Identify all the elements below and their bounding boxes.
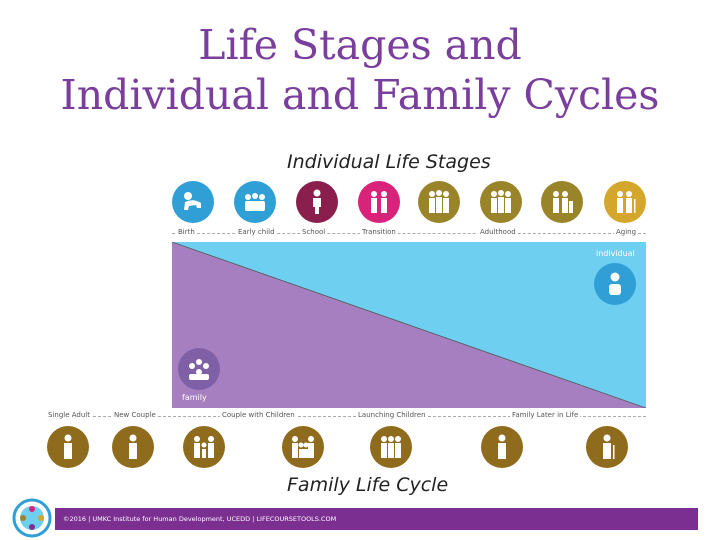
individual-timeline-line: [172, 233, 646, 234]
family-area-label: family: [182, 393, 207, 402]
family-label-launching-children: Launching Children: [356, 411, 428, 419]
individual-area-label: individual: [596, 249, 635, 258]
diagonal-divider: [172, 242, 646, 408]
school-stage-icon: [296, 181, 338, 223]
family-timeline-line: [48, 416, 646, 417]
family-life-cycle-heading: Family Life Cycle: [287, 474, 449, 496]
adults-group-icon: [491, 190, 511, 213]
stage-label-transition: Transition: [360, 228, 398, 236]
adults-group-icon: [553, 191, 573, 213]
individual-life-stages-heading: Individual Life Stages: [287, 151, 491, 173]
adulthood-stage-icon-1: [418, 181, 460, 223]
family-icon: [178, 348, 220, 390]
family-silhouette-icon: [381, 436, 401, 458]
family-later-in-life-icon-1: [481, 426, 523, 468]
individual-family-diagram: [172, 242, 646, 408]
elderly-couple-icon: [617, 191, 636, 213]
birth-stage-icon: [172, 181, 214, 223]
person-silhouette-icon: [498, 434, 506, 459]
adulthood-stage-icon-2: [480, 181, 522, 223]
adulthood-stage-icon-3: [541, 181, 583, 223]
couple-with-children-icon-2: [282, 426, 324, 468]
family-label-later-in-life: Family Later in Life: [510, 411, 581, 419]
family-silhouette-icon: [194, 436, 214, 458]
stage-label-aging: Aging: [614, 228, 639, 236]
footer-bar: ©2016 | UMKC Institute for Human Develop…: [55, 508, 698, 530]
new-couple-icon: [112, 426, 154, 468]
crawling-baby-icon: [184, 192, 201, 210]
single-adult-icon: [47, 426, 89, 468]
stage-label-school: School: [300, 228, 328, 236]
individual-icon: [594, 263, 636, 305]
family-group-icon: [189, 359, 209, 380]
student-icon: [313, 189, 321, 214]
aging-stage-icon: [604, 181, 646, 223]
page-title-line-2: Individual and Family Cycles: [60, 71, 660, 119]
adults-group-icon: [429, 190, 449, 213]
children-group-icon: [245, 193, 265, 211]
transition-stage-icon: [358, 181, 400, 223]
family-label-new-couple: New Couple: [112, 411, 158, 419]
person-silhouette-icon: [64, 434, 72, 459]
family-later-in-life-icon-2: [586, 426, 628, 468]
young-adults-icon: [371, 191, 387, 213]
stage-label-birth: Birth: [176, 228, 197, 236]
family-label-single-adult: Single Adult: [46, 411, 92, 419]
stage-label-adulthood: Adulthood: [478, 228, 518, 236]
page-title-line-1: Life Stages and: [198, 21, 522, 69]
family-label-couple-with-children: Couple with Children: [220, 411, 297, 419]
launching-children-icon: [370, 426, 412, 468]
stage-label-early-child: Early child: [236, 228, 277, 236]
couple-silhouette-icon: [129, 434, 137, 459]
early-child-stage-icon: [234, 181, 276, 223]
elderly-silhouette-icon: [603, 434, 615, 459]
lifecourse-logo-icon: [12, 498, 52, 538]
couple-with-children-icon-1: [183, 426, 225, 468]
person-icon: [609, 272, 621, 295]
family-silhouette-icon: [292, 436, 314, 458]
